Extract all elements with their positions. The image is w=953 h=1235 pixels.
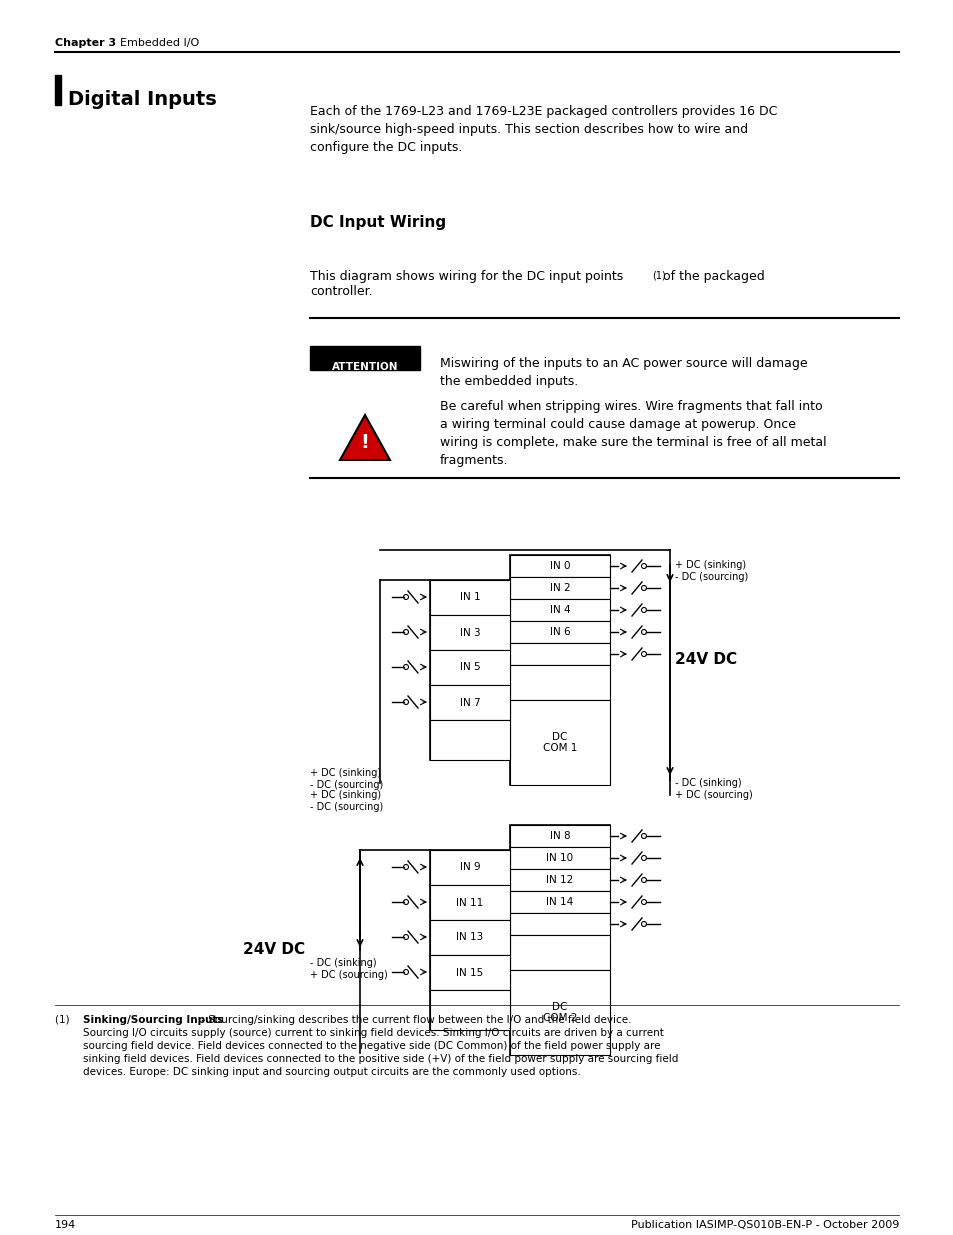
- Text: (1): (1): [55, 1015, 79, 1025]
- Text: IN 10: IN 10: [546, 853, 573, 863]
- Text: Miswiring of the inputs to an AC power source will damage
the embedded inputs.: Miswiring of the inputs to an AC power s…: [439, 357, 807, 388]
- Bar: [510, 555, 609, 577]
- Text: 24V DC: 24V DC: [675, 652, 737, 667]
- Text: + DC (sinking): + DC (sinking): [310, 768, 381, 778]
- Text: IN 13: IN 13: [456, 932, 483, 942]
- Bar: [510, 825, 609, 1055]
- Text: IN 6: IN 6: [549, 627, 570, 637]
- Text: + DC (sourcing): + DC (sourcing): [675, 790, 752, 800]
- Bar: [510, 643, 609, 664]
- Text: IN 8: IN 8: [549, 831, 570, 841]
- Text: Be careful when stripping wires. Wire fragments that fall into
a wiring terminal: Be careful when stripping wires. Wire fr…: [439, 400, 825, 467]
- Text: sinking field devices. Field devices connected to the positive side (+V) of the : sinking field devices. Field devices con…: [83, 1053, 678, 1065]
- Text: IN 15: IN 15: [456, 967, 483, 977]
- Bar: [55, 75, 61, 105]
- Text: Sourcing I/O circuits supply (source) current to sinking field devices. Sinking : Sourcing I/O circuits supply (source) cu…: [83, 1028, 663, 1037]
- Bar: [430, 615, 510, 650]
- Text: + DC (sourcing): + DC (sourcing): [310, 969, 387, 981]
- Bar: [510, 555, 609, 785]
- Bar: [510, 700, 609, 785]
- Text: IN 9: IN 9: [459, 862, 479, 872]
- Text: - DC (sinking): - DC (sinking): [310, 958, 376, 968]
- Bar: [430, 685, 510, 720]
- Bar: [510, 890, 609, 913]
- Text: devices. Europe: DC sinking input and sourcing output circuits are the commonly : devices. Europe: DC sinking input and so…: [83, 1067, 580, 1077]
- Bar: [430, 990, 510, 1030]
- Text: IN 1: IN 1: [459, 593, 479, 603]
- Text: (1): (1): [651, 270, 665, 280]
- Text: - DC (sourcing): - DC (sourcing): [675, 572, 747, 582]
- Bar: [510, 869, 609, 890]
- Text: - DC (sinking): - DC (sinking): [675, 778, 740, 788]
- Bar: [510, 621, 609, 643]
- Text: IN 5: IN 5: [459, 662, 479, 673]
- Polygon shape: [339, 415, 390, 459]
- Text: - DC (sourcing): - DC (sourcing): [310, 802, 383, 811]
- Text: 24V DC: 24V DC: [243, 942, 305, 957]
- Bar: [430, 580, 510, 760]
- Text: ATTENTION: ATTENTION: [332, 362, 397, 372]
- Text: IN 4: IN 4: [549, 605, 570, 615]
- Text: This diagram shows wiring for the DC input points: This diagram shows wiring for the DC inp…: [310, 270, 622, 283]
- Bar: [430, 850, 510, 1030]
- Text: IN 14: IN 14: [546, 897, 573, 906]
- Bar: [430, 720, 510, 760]
- Text: DC
COM 1: DC COM 1: [542, 731, 577, 753]
- Text: IN 3: IN 3: [459, 627, 479, 637]
- Text: DC
COM 2: DC COM 2: [542, 1002, 577, 1024]
- Text: Chapter 3: Chapter 3: [55, 38, 116, 48]
- Text: 194: 194: [55, 1220, 76, 1230]
- Text: - Sourcing/sinking describes the current flow between the I/O and the field devi: - Sourcing/sinking describes the current…: [198, 1015, 631, 1025]
- Text: IN 11: IN 11: [456, 898, 483, 908]
- Text: of the packaged: of the packaged: [659, 270, 764, 283]
- Text: IN 7: IN 7: [459, 698, 479, 708]
- Bar: [430, 885, 510, 920]
- Bar: [310, 346, 419, 370]
- Text: IN 2: IN 2: [549, 583, 570, 593]
- Text: sourcing field device. Field devices connected to the negative side (DC Common) : sourcing field device. Field devices con…: [83, 1041, 659, 1051]
- Text: !: !: [360, 433, 369, 452]
- Bar: [510, 969, 609, 1055]
- Text: + DC (sinking): + DC (sinking): [310, 790, 381, 800]
- Text: IN 0: IN 0: [549, 561, 570, 571]
- Text: Embedded I/O: Embedded I/O: [120, 38, 199, 48]
- Bar: [430, 955, 510, 990]
- Bar: [510, 599, 609, 621]
- Bar: [510, 577, 609, 599]
- Text: IN 12: IN 12: [546, 876, 573, 885]
- Text: controller.: controller.: [310, 285, 373, 298]
- Bar: [430, 920, 510, 955]
- Text: - DC (sourcing): - DC (sourcing): [310, 781, 383, 790]
- Text: + DC (sinking): + DC (sinking): [675, 559, 745, 571]
- Text: DC Input Wiring: DC Input Wiring: [310, 215, 446, 230]
- Bar: [510, 664, 609, 700]
- Bar: [510, 913, 609, 935]
- Bar: [430, 850, 510, 885]
- Text: Digital Inputs: Digital Inputs: [68, 90, 216, 109]
- Text: Sinking/Sourcing Inputs: Sinking/Sourcing Inputs: [83, 1015, 223, 1025]
- Bar: [510, 935, 609, 969]
- Text: Publication IASIMP-QS010B-EN-P - October 2009: Publication IASIMP-QS010B-EN-P - October…: [630, 1220, 898, 1230]
- Bar: [430, 580, 510, 615]
- Bar: [510, 847, 609, 869]
- Bar: [430, 650, 510, 685]
- Text: Each of the 1769-L23 and 1769-L23E packaged controllers provides 16 DC
sink/sour: Each of the 1769-L23 and 1769-L23E packa…: [310, 105, 777, 154]
- Bar: [510, 825, 609, 847]
